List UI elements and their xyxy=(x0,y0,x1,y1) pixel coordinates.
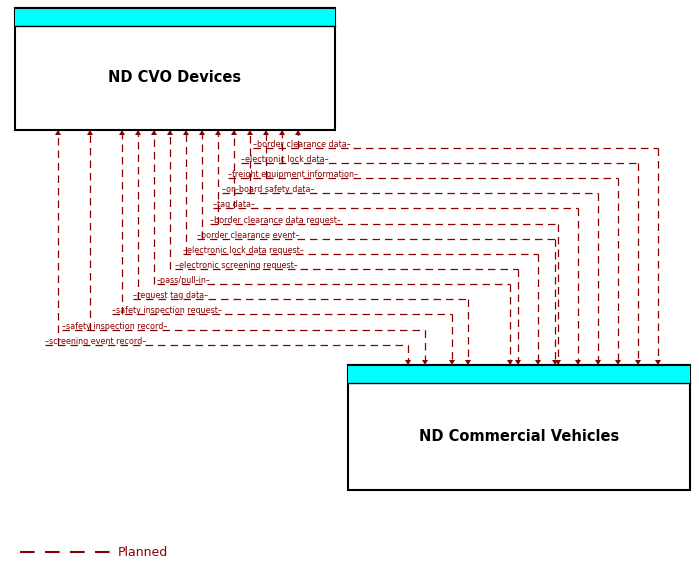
Polygon shape xyxy=(55,130,61,135)
Polygon shape xyxy=(465,360,471,365)
Text: –border clearance data request–: –border clearance data request– xyxy=(210,216,341,225)
Polygon shape xyxy=(555,360,561,365)
Text: Planned: Planned xyxy=(118,545,168,559)
Polygon shape xyxy=(87,130,93,135)
Text: –electronic lock data request–: –electronic lock data request– xyxy=(183,246,304,255)
Text: –border clearance data–: –border clearance data– xyxy=(253,140,351,149)
Text: –freight equipment information–: –freight equipment information– xyxy=(228,170,358,179)
Polygon shape xyxy=(655,360,661,365)
Text: –screening event record–: –screening event record– xyxy=(45,337,146,346)
Polygon shape xyxy=(199,130,205,135)
Text: ND Commercial Vehicles: ND Commercial Vehicles xyxy=(419,429,619,444)
Text: –on-board safety data–: –on-board safety data– xyxy=(222,185,315,194)
Bar xyxy=(348,365,690,490)
Polygon shape xyxy=(635,360,641,365)
Polygon shape xyxy=(405,360,411,365)
Text: ND CVO Devices: ND CVO Devices xyxy=(108,71,242,85)
Polygon shape xyxy=(263,130,269,135)
Polygon shape xyxy=(135,130,141,135)
Text: –safety inspection record–: –safety inspection record– xyxy=(62,322,167,331)
Text: –safety inspection request–: –safety inspection request– xyxy=(112,306,222,315)
Polygon shape xyxy=(552,360,558,365)
Polygon shape xyxy=(295,130,301,135)
Polygon shape xyxy=(119,130,125,135)
Text: –electronic lock data–: –electronic lock data– xyxy=(241,155,329,164)
Text: –tag data–: –tag data– xyxy=(213,200,255,209)
Text: –electronic screening request–: –electronic screening request– xyxy=(175,261,298,270)
Text: –pass/pull-in–: –pass/pull-in– xyxy=(157,276,211,285)
Polygon shape xyxy=(231,130,237,135)
Polygon shape xyxy=(279,130,285,135)
Bar xyxy=(15,8,335,130)
Polygon shape xyxy=(595,360,601,365)
Polygon shape xyxy=(507,360,513,365)
Text: –border clearance event–: –border clearance event– xyxy=(197,231,299,240)
Text: –request tag data–: –request tag data– xyxy=(133,291,208,300)
Polygon shape xyxy=(215,130,221,135)
Bar xyxy=(15,8,335,26)
Bar xyxy=(348,365,690,383)
Polygon shape xyxy=(575,360,581,365)
Polygon shape xyxy=(167,130,173,135)
Polygon shape xyxy=(422,360,428,365)
Polygon shape xyxy=(535,360,541,365)
Polygon shape xyxy=(183,130,189,135)
Polygon shape xyxy=(615,360,621,365)
Polygon shape xyxy=(449,360,455,365)
Polygon shape xyxy=(247,130,253,135)
Polygon shape xyxy=(515,360,521,365)
Polygon shape xyxy=(151,130,157,135)
